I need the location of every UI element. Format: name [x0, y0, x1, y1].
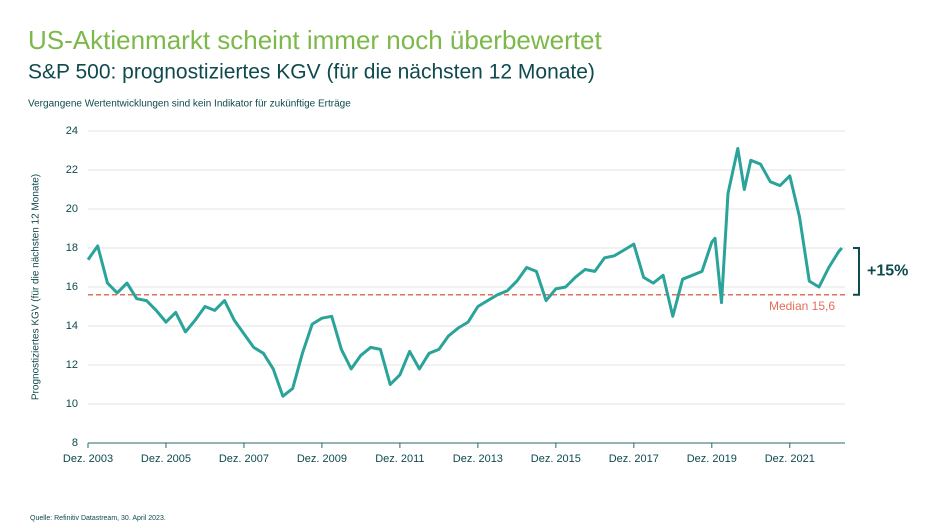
x-tick-label: Dez. 2007 [219, 453, 269, 465]
x-tick-label: Dez. 2021 [765, 453, 815, 465]
change-label: +15% [867, 263, 908, 280]
y-tick-label: 14 [66, 320, 78, 332]
y-tick-label: 16 [66, 281, 78, 293]
note: Vergangene Wertentwicklungen sind kein I… [28, 99, 351, 110]
x-tick-label: Dez. 2019 [687, 453, 737, 465]
y-tick-label: 20 [66, 203, 78, 215]
x-tick-label: Dez. 2013 [453, 453, 503, 465]
chart-title: US-Aktienmarkt scheint immer noch überbe… [28, 25, 602, 55]
y-tick-label: 8 [72, 437, 78, 449]
source: Quelle: Refinitiv Datastream, 30. April … [30, 515, 166, 522]
chart-subtitle: S&P 500: prognostiziertes KGV (für die n… [28, 61, 595, 84]
bracket [853, 247, 860, 296]
y-tick-label: 22 [66, 164, 78, 176]
x-tick-label: Dez. 2017 [609, 453, 659, 465]
x-tick-label: Dez. 2009 [297, 453, 347, 465]
median-label: Median 15,6 [769, 299, 835, 313]
y-tick-label: 10 [66, 398, 78, 410]
y-axis-label: Prognostiziertes KGV (für die nächsten 1… [31, 174, 42, 400]
y-tick-label: 18 [66, 242, 78, 254]
y-tick-label: 12 [66, 359, 78, 371]
data-line [86, 147, 843, 398]
x-tick-label: Dez. 2015 [531, 453, 581, 465]
x-tick-label: Dez. 2005 [141, 453, 191, 465]
x-tick-label: Dez. 2011 [375, 453, 424, 465]
y-tick-label: 24 [66, 125, 78, 137]
x-tick-label: Dez. 2003 [63, 453, 113, 465]
